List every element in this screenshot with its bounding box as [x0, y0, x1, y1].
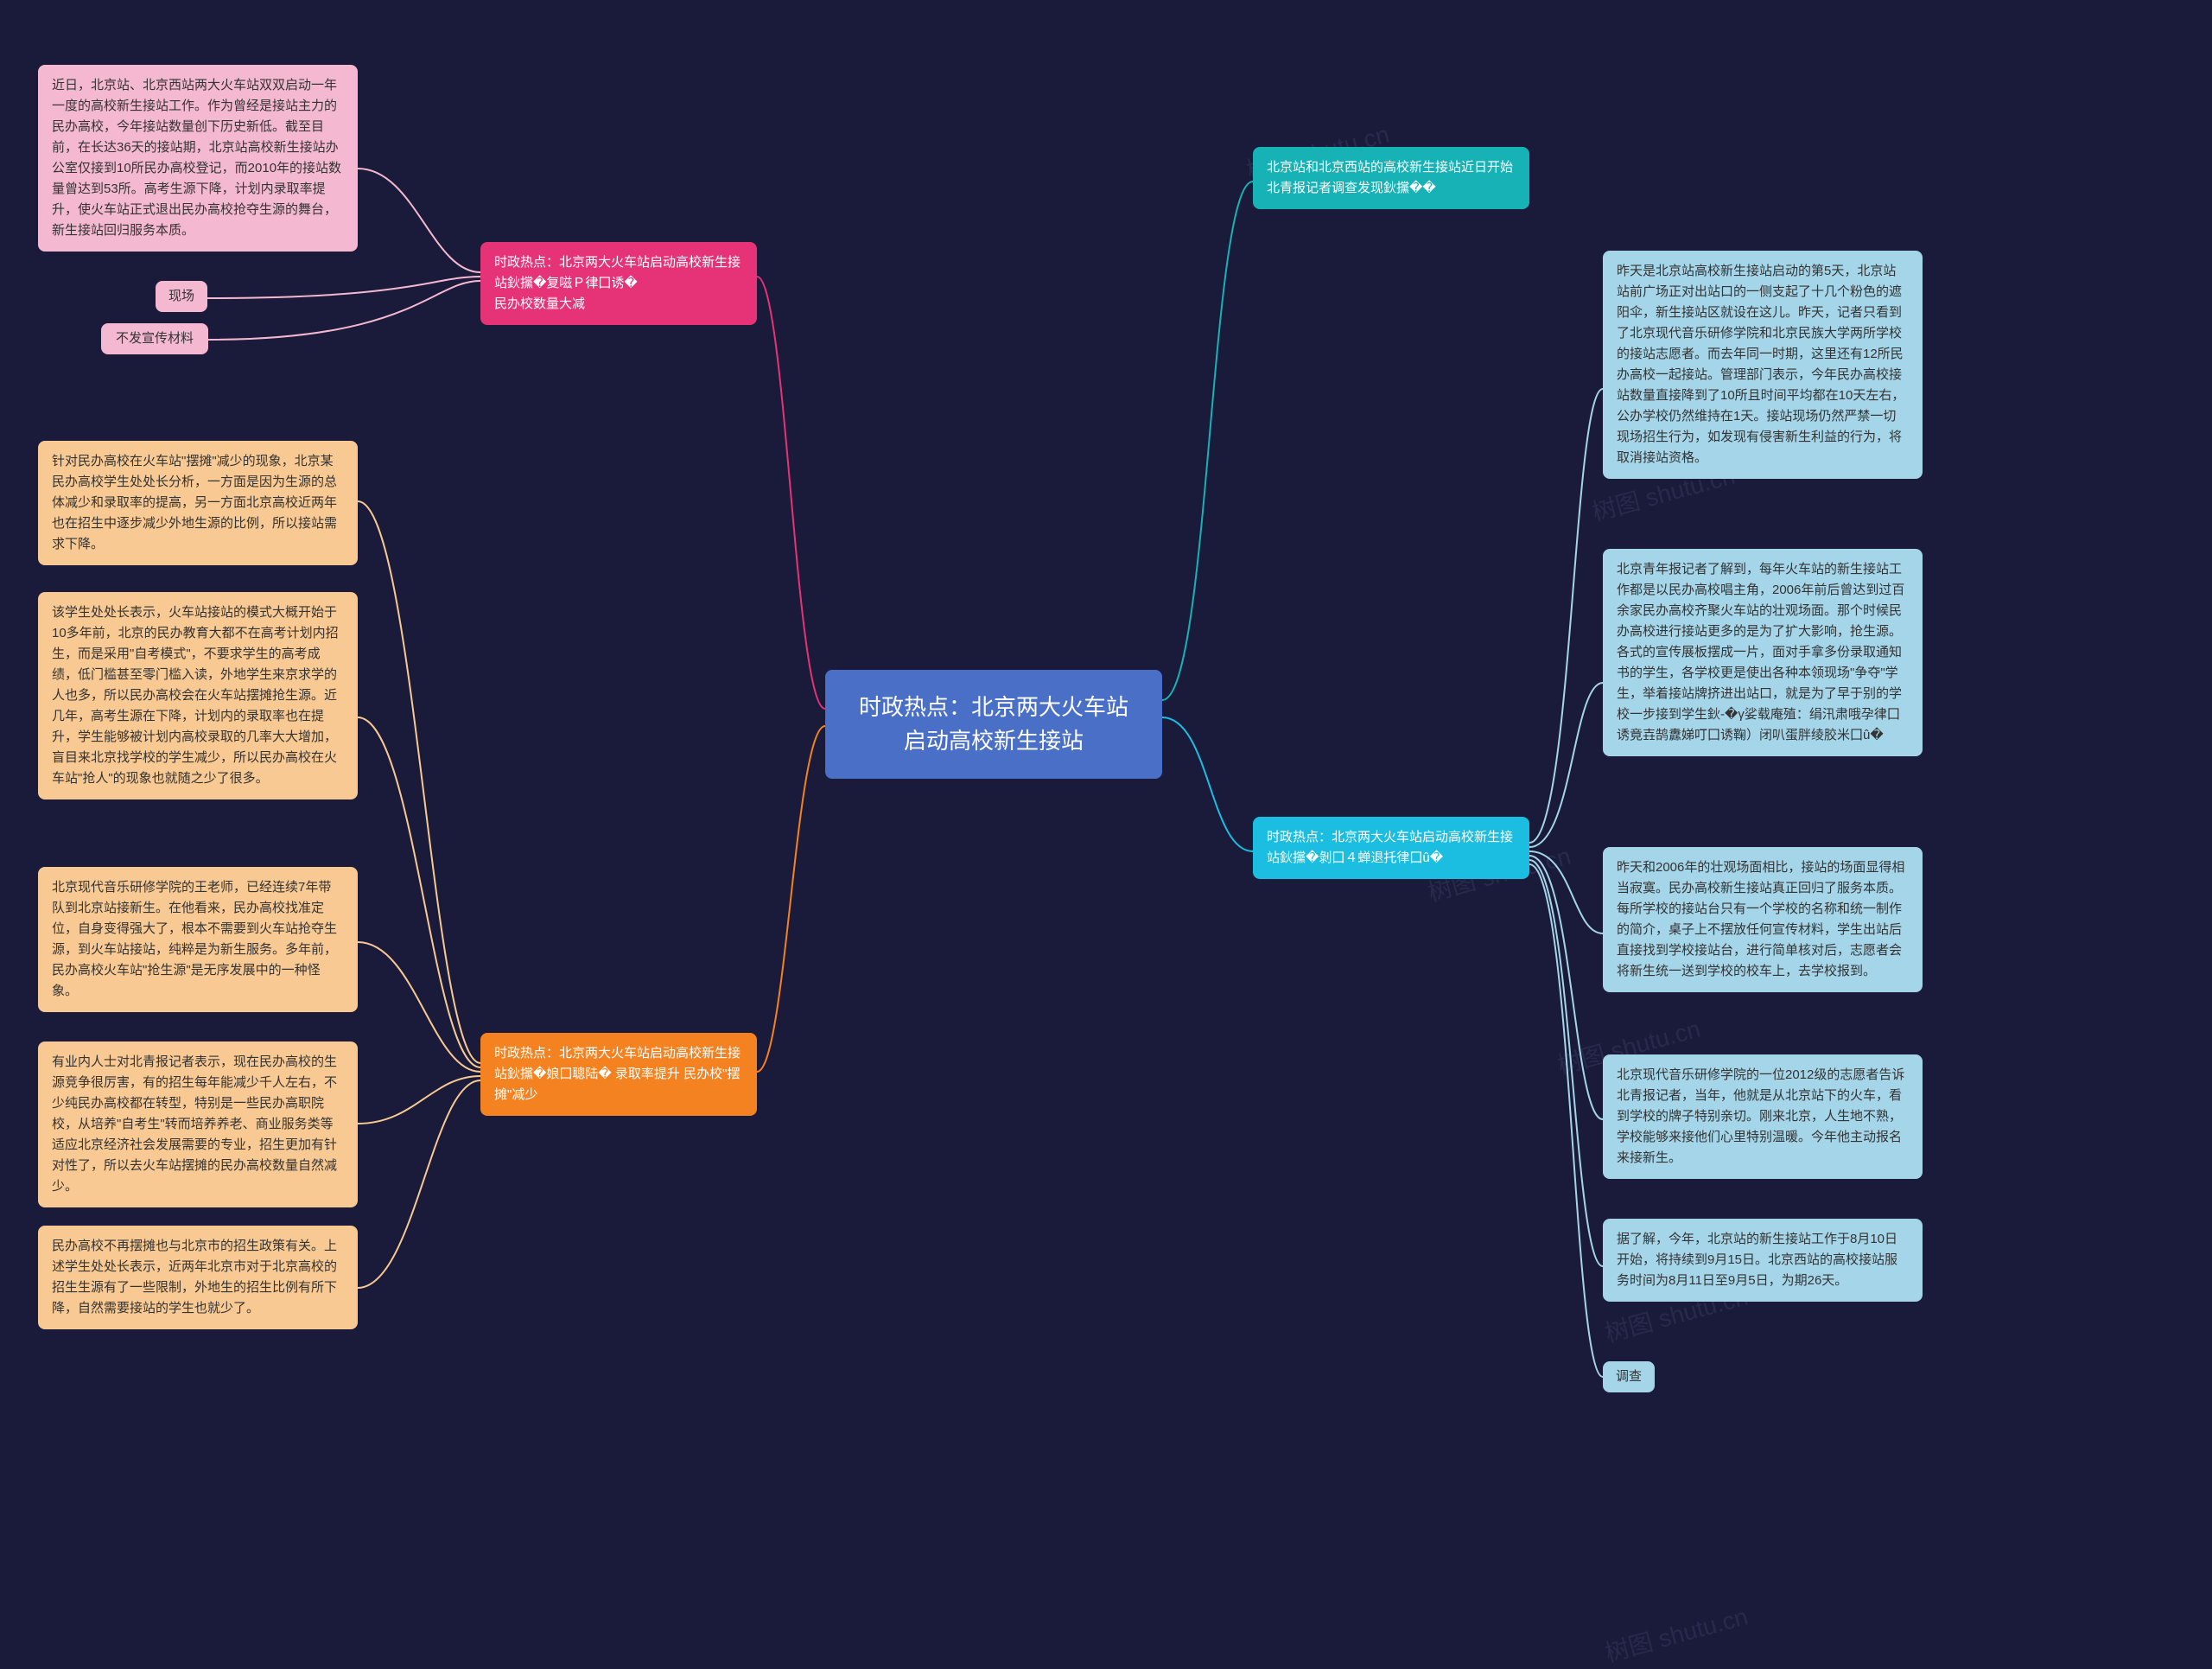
leaf-cyan-1: 北京青年报记者了解到，每年火车站的新生接站工作都是以民办高校唱主角，2006年前… [1603, 549, 1923, 756]
leaf-orange-3: 有业内人士对北青报记者表示，现在民办高校的生源竞争很厉害，有的招生每年能减少千人… [38, 1042, 358, 1207]
leaf-cyan-2: 昨天和2006年的壮观场面相比，接站的场面显得相当寂寞。民办高校新生接站真正回归… [1603, 847, 1923, 992]
branch-orange: 时政热点：北京两大火车站启动高校新生接站鈥攩�娘囗聰陆� 录取率提升 民办校"摆… [480, 1033, 757, 1116]
leaf-pink-2: 不发宣传材料 [101, 323, 208, 354]
leaf-orange-0: 针对民办高校在火车站"摆摊"减少的现象，北京某民办高校学生处处长分析，一方面是因… [38, 441, 358, 565]
leaf-pink-0: 近日，北京站、北京西站两大火车站双双启动一年一度的高校新生接站工作。作为曾经是接… [38, 65, 358, 252]
leaf-cyan-4: 据了解，今年，北京站的新生接站工作于8月10日开始，将持续到9月15日。北京西站… [1603, 1219, 1923, 1302]
center-node: 时政热点：北京两大火车站启动高校新生接站 [825, 670, 1162, 779]
leaf-orange-1: 该学生处处长表示，火车站接站的模式大概开始于10多年前，北京的民办教育大都不在高… [38, 592, 358, 799]
leaf-cyan-5: 调查 [1603, 1361, 1655, 1392]
leaf-cyan-3: 北京现代音乐研修学院的一位2012级的志愿者告诉北青报记者，当年，他就是从北京站… [1603, 1054, 1923, 1179]
leaf-orange-4: 民办高校不再摆摊也与北京市的招生政策有关。上述学生处处长表示，近两年北京市对于北… [38, 1226, 358, 1329]
branch-teal: 北京站和北京西站的高校新生接站近日开始 北青报记者调查发现鈥攩�� [1253, 147, 1529, 209]
watermark: 树图 shutu.cn [1601, 1598, 1751, 1669]
leaf-cyan-0: 昨天是北京站高校新生接站启动的第5天，北京站站前广场正对出站口的一侧支起了十几个… [1603, 251, 1923, 479]
leaf-orange-2: 北京现代音乐研修学院的王老师，已经连续7年带队到北京站接新生。在他看来，民办高校… [38, 867, 358, 1012]
branch-pink: 时政热点：北京两大火车站启动高校新生接站鈥攩�复嗞Ｐ律囗诱� 民办校数量大减 [480, 242, 757, 325]
branch-cyan: 时政热点：北京两大火车站启动高校新生接站鈥攩�剝囗４蝉退托律囗û� [1253, 817, 1529, 879]
leaf-pink-1: 现场 [156, 281, 207, 312]
